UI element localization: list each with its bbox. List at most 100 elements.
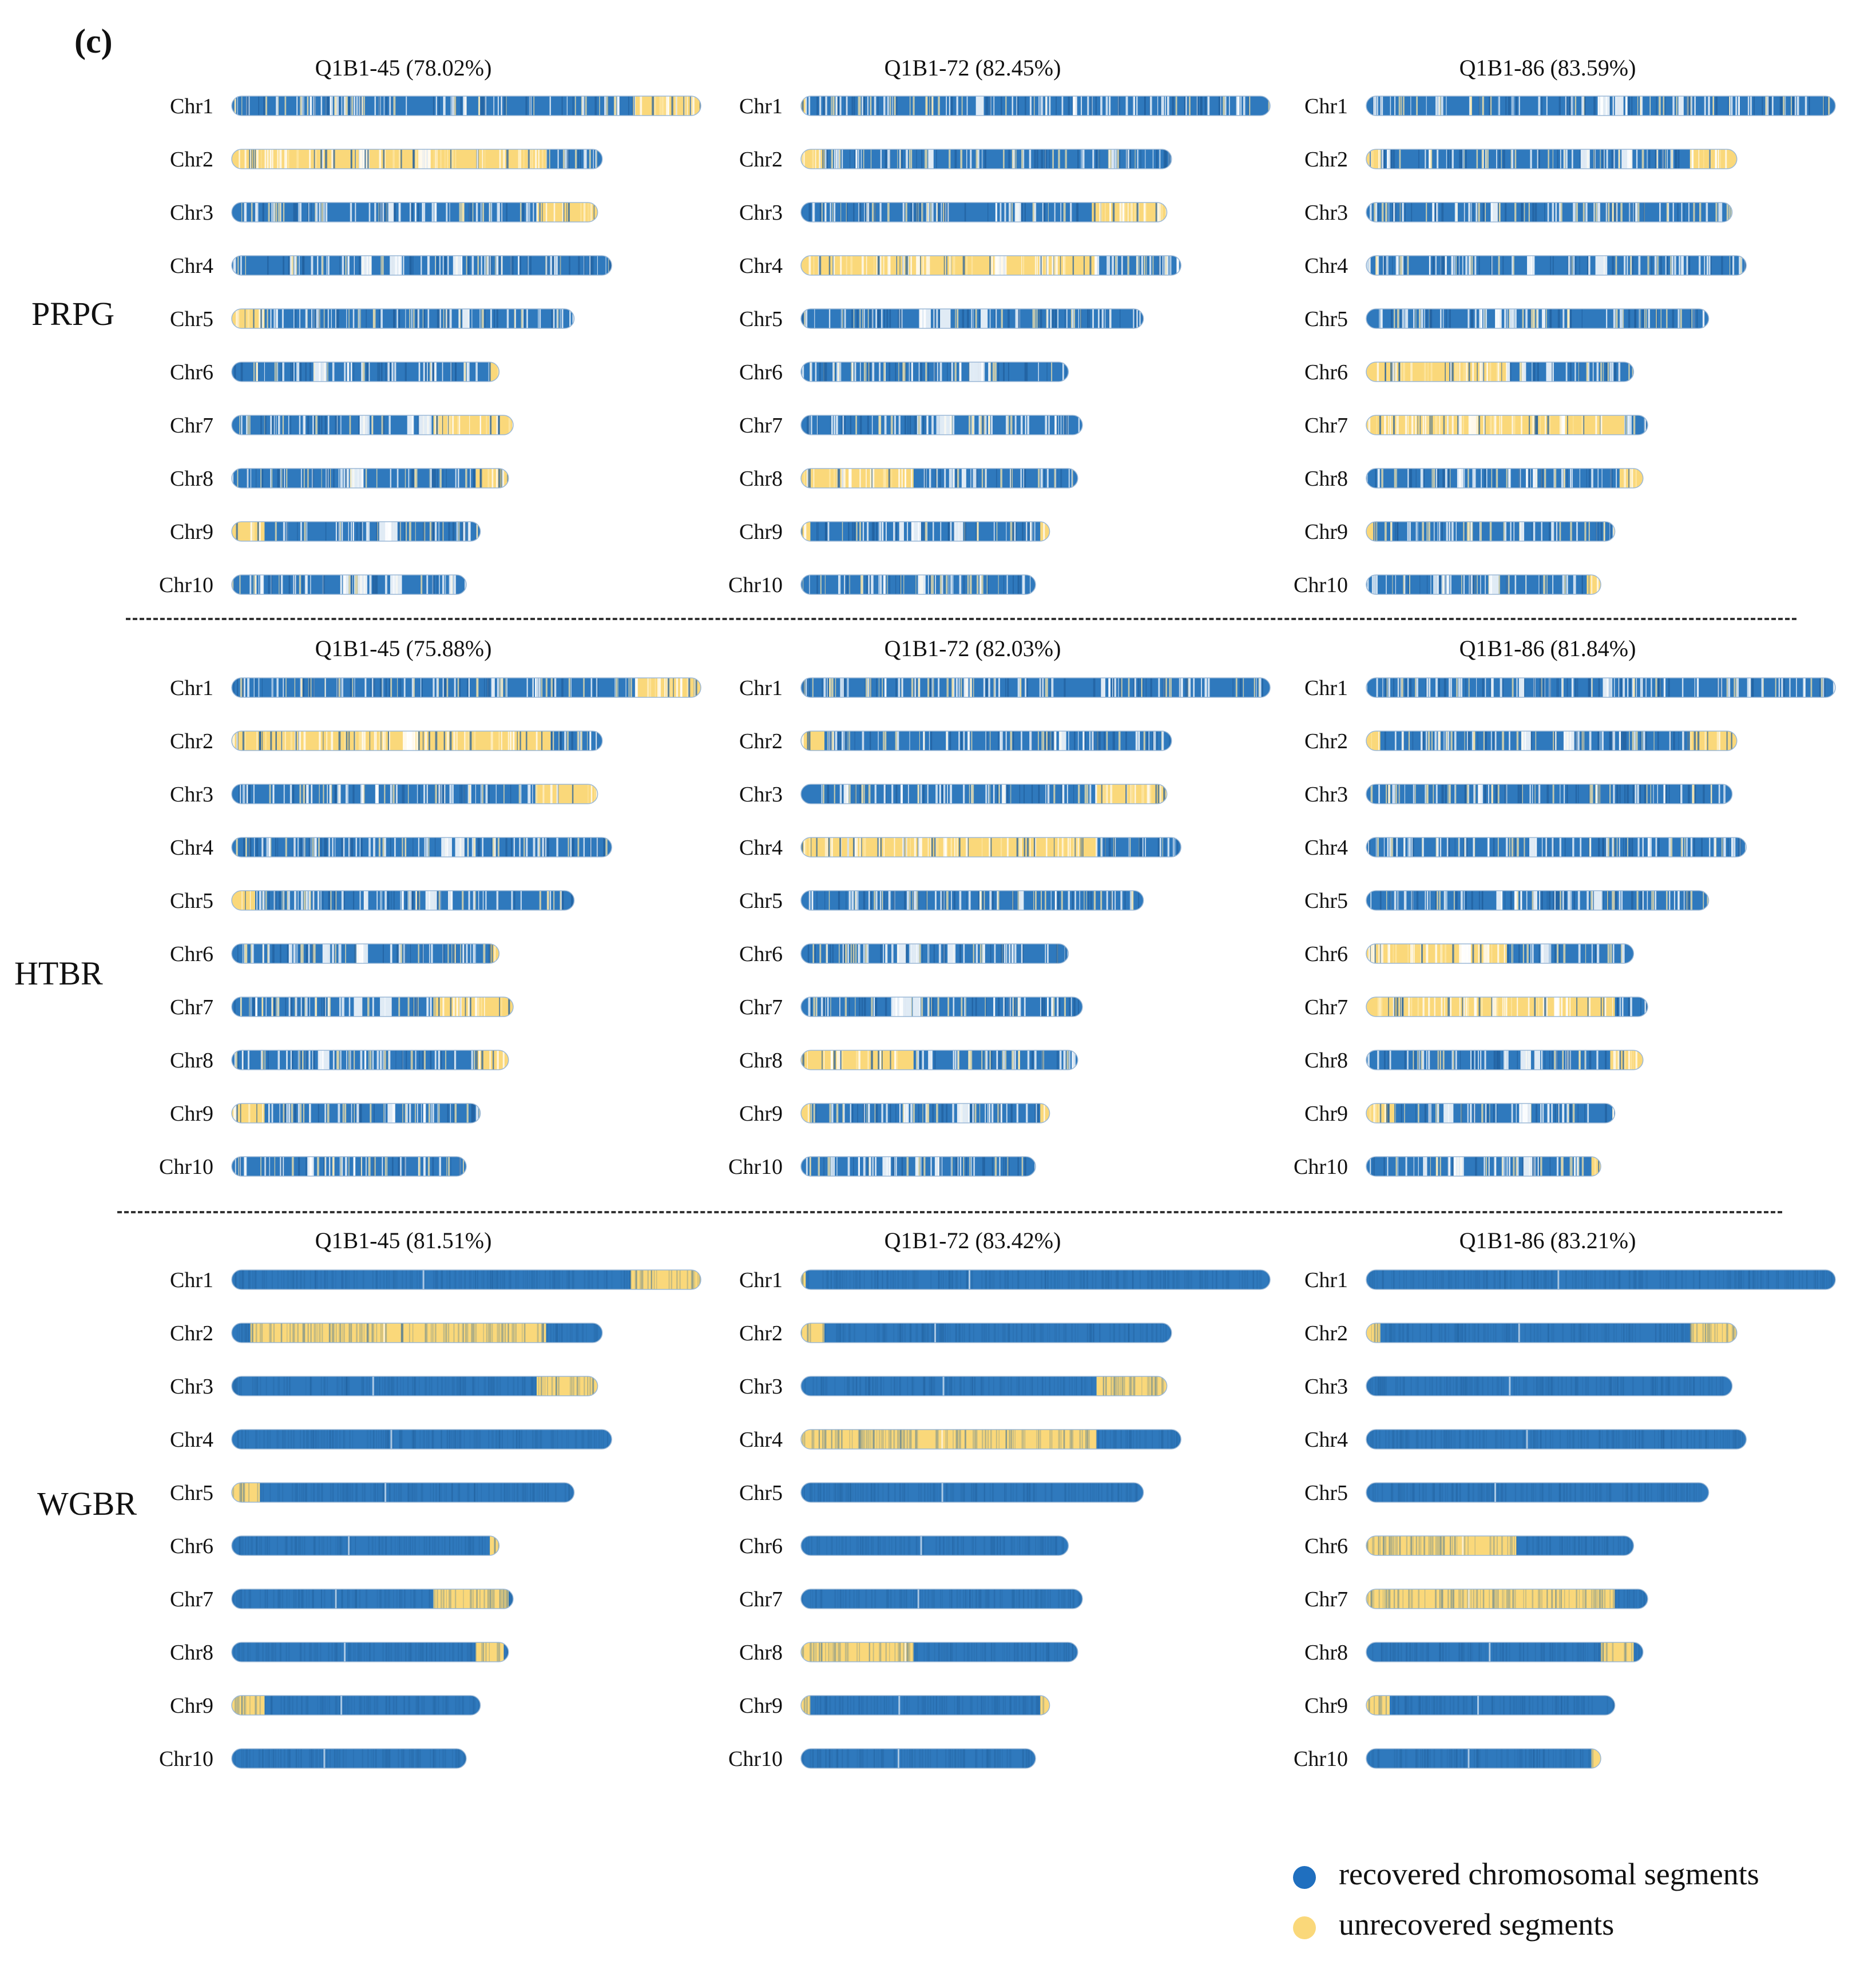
band-line	[836, 469, 838, 488]
band-line	[339, 997, 341, 1017]
band-line	[279, 1103, 280, 1123]
band-line	[955, 469, 958, 488]
band-line	[1006, 575, 1008, 594]
band-line	[260, 469, 261, 488]
band-line	[940, 522, 942, 541]
band-line	[1036, 1103, 1037, 1123]
band-line	[323, 1157, 325, 1176]
band-line	[1715, 96, 1718, 116]
band-line	[1044, 469, 1045, 488]
band-line	[1046, 837, 1048, 857]
band-line	[391, 1157, 394, 1176]
band-line	[290, 415, 291, 435]
band-line	[471, 309, 473, 328]
band-line	[1566, 96, 1568, 116]
band-line	[1583, 96, 1586, 116]
band-line	[273, 309, 275, 328]
band-line	[969, 415, 971, 435]
band-line	[439, 469, 441, 488]
band-line	[1451, 522, 1454, 541]
band-line	[290, 362, 291, 382]
band-line	[583, 678, 585, 697]
band-line	[1038, 309, 1041, 328]
band-line	[428, 1103, 430, 1123]
band-line	[303, 256, 305, 275]
band-line	[808, 96, 811, 116]
band-line	[293, 575, 295, 594]
band-line	[517, 256, 519, 275]
band-line	[1647, 256, 1648, 275]
band-line	[296, 256, 298, 275]
band-line	[813, 256, 815, 275]
band-line	[366, 1157, 367, 1176]
band-line	[838, 1050, 840, 1070]
band-line	[928, 256, 930, 275]
band-line	[1017, 309, 1020, 328]
band-line	[312, 837, 314, 857]
band-line	[1410, 469, 1413, 488]
band-line	[463, 944, 465, 963]
band-line	[1159, 256, 1161, 275]
band-line	[975, 149, 978, 169]
band-line	[1547, 203, 1549, 222]
band-line	[1034, 203, 1037, 222]
band-line	[305, 784, 306, 804]
band-line	[1439, 522, 1441, 541]
band-line	[859, 997, 860, 1017]
band-line	[371, 678, 374, 697]
band-line	[814, 944, 816, 963]
band-line	[327, 415, 330, 435]
band-line	[838, 731, 840, 751]
unrecovered-segment	[1366, 362, 1507, 382]
band-line	[1207, 96, 1210, 116]
band-line	[261, 997, 264, 1017]
band-line	[313, 678, 315, 697]
band-line	[305, 1050, 307, 1070]
band-line	[1041, 256, 1043, 275]
band-line	[1573, 575, 1574, 594]
band-line	[478, 997, 480, 1017]
band-line	[1528, 469, 1531, 488]
band-line	[1375, 256, 1378, 275]
band-line	[1063, 1050, 1066, 1070]
band-line	[946, 678, 949, 697]
band-line	[391, 362, 394, 382]
band-line	[1063, 203, 1066, 222]
band-line	[489, 1050, 491, 1070]
chr-label: Chr1	[170, 94, 213, 118]
band-line	[1115, 149, 1116, 169]
band-line	[350, 96, 351, 116]
band-line	[1031, 1050, 1034, 1070]
band-line	[234, 362, 236, 382]
band-line	[1499, 203, 1501, 222]
band-line	[471, 256, 474, 275]
band-line	[1564, 149, 1565, 169]
band-gap	[318, 1050, 330, 1070]
band-line	[1446, 415, 1449, 435]
band-line	[893, 891, 895, 910]
band-line	[812, 944, 815, 963]
band-line	[1392, 203, 1394, 222]
band-line	[523, 309, 525, 328]
band-line	[438, 415, 439, 435]
band-line	[479, 309, 481, 328]
band-line	[950, 469, 953, 488]
band-line	[1386, 575, 1387, 594]
band-line	[348, 997, 351, 1017]
band-line	[307, 415, 310, 435]
band-line	[605, 837, 608, 857]
band-line	[829, 678, 831, 697]
band-line	[812, 678, 814, 697]
band-line	[1040, 891, 1042, 910]
band-line	[1034, 149, 1036, 169]
band-line	[447, 149, 449, 169]
band-line	[256, 149, 259, 169]
band-gap	[462, 309, 470, 328]
band-line	[1387, 256, 1389, 275]
band-line	[1038, 362, 1039, 382]
band-line	[474, 469, 475, 488]
band-line	[998, 784, 1000, 804]
band-line	[1042, 1050, 1044, 1070]
band-line	[1581, 415, 1584, 435]
band-line	[355, 575, 357, 594]
